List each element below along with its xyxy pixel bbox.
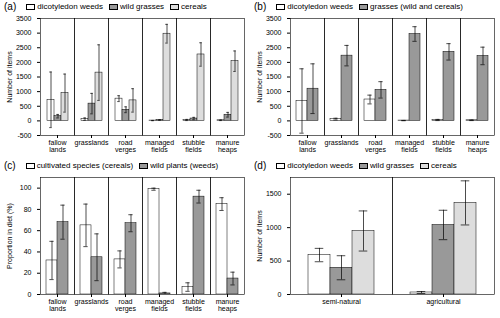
html-text:(c): (c) xyxy=(4,160,16,171)
html-text:cultivated species (cereals): cultivated species (cereals) xyxy=(36,161,134,170)
svg-text:agricultural: agricultural xyxy=(426,298,461,306)
svg-text:grasslands: grasslands xyxy=(75,139,109,147)
svg-text:stubblefields: stubblefields xyxy=(182,139,205,153)
svg-text:Proportion in diet (%): Proportion in diet (%) xyxy=(6,203,14,269)
svg-text:managedfields: managedfields xyxy=(395,139,424,153)
svg-text:-500: -500 xyxy=(267,132,281,139)
svg-text:500: 500 xyxy=(20,102,32,109)
svg-text:2500: 2500 xyxy=(16,44,32,51)
svg-text:2000: 2000 xyxy=(16,59,32,66)
svg-text:fallowlands: fallowlands xyxy=(49,298,68,312)
svg-text:3500: 3500 xyxy=(16,15,32,22)
svg-text:3500: 3500 xyxy=(266,15,282,22)
svg-text:manureheaps: manureheaps xyxy=(216,298,240,313)
svg-text:grasslands: grasslands xyxy=(75,298,109,306)
svg-text:500: 500 xyxy=(270,257,282,264)
svg-text:60: 60 xyxy=(24,227,32,234)
svg-text:1000: 1000 xyxy=(266,224,282,231)
svg-text:Number of items: Number of items xyxy=(256,51,263,103)
html-text:wild plants (weeds): wild plants (weeds) xyxy=(150,161,219,170)
svg-text:Number of items: Number of items xyxy=(256,210,263,262)
html-text:dicotyledon weeds: dicotyledon weeds xyxy=(287,2,354,11)
html-text:dicotyledon weeds: dicotyledon weeds xyxy=(287,161,354,170)
svg-text:1500: 1500 xyxy=(16,73,32,80)
svg-text:2500: 2500 xyxy=(266,44,282,51)
html-text:wild grasses: wild grasses xyxy=(370,161,415,170)
svg-text:0: 0 xyxy=(278,117,282,124)
svg-text:500: 500 xyxy=(270,102,282,109)
svg-text:roadverges: roadverges xyxy=(365,139,387,154)
svg-text:0: 0 xyxy=(278,291,282,298)
svg-text:1000: 1000 xyxy=(266,88,282,95)
svg-text:grasslands: grasslands xyxy=(325,139,359,147)
svg-text:managedfields: managedfields xyxy=(145,298,174,312)
svg-text:semi-natural: semi-natural xyxy=(322,298,361,305)
html-text:(a): (a) xyxy=(4,1,17,12)
svg-text:fallowlands: fallowlands xyxy=(299,139,318,153)
svg-text:stubblefields: stubblefields xyxy=(182,298,205,312)
svg-text:1500: 1500 xyxy=(266,73,282,80)
html-text:dicotyledon weeds: dicotyledon weeds xyxy=(37,2,104,11)
svg-text:managedfields: managedfields xyxy=(145,139,174,153)
svg-text:roadverges: roadverges xyxy=(115,298,137,313)
html-text:(d): (d) xyxy=(254,160,267,171)
svg-text:1000: 1000 xyxy=(16,88,32,95)
svg-text:manureheaps: manureheaps xyxy=(466,139,490,154)
svg-text:fallowlands: fallowlands xyxy=(49,139,68,153)
svg-text:roadverges: roadverges xyxy=(115,139,137,154)
svg-text:100: 100 xyxy=(20,184,32,191)
svg-text:20: 20 xyxy=(24,269,32,276)
svg-text:manureheaps: manureheaps xyxy=(216,139,240,154)
html-text:wild grasses: wild grasses xyxy=(120,2,165,11)
html-text:(b): (b) xyxy=(254,1,267,12)
svg-text:1500: 1500 xyxy=(266,190,282,197)
html-text:cereals: cereals xyxy=(431,161,457,170)
html-text:grasses (wild and cereals): grasses (wild and cereals) xyxy=(370,2,463,11)
svg-text:40: 40 xyxy=(24,248,32,255)
svg-text:0: 0 xyxy=(28,117,32,124)
svg-text:2000: 2000 xyxy=(266,59,282,66)
svg-text:0: 0 xyxy=(28,291,32,298)
svg-text:Number of items: Number of items xyxy=(6,51,13,103)
svg-text:-500: -500 xyxy=(17,132,31,139)
svg-text:80: 80 xyxy=(24,206,32,213)
svg-text:stubblefields: stubblefields xyxy=(432,139,455,153)
html-text:cereals: cereals xyxy=(181,2,207,11)
svg-text:3000: 3000 xyxy=(266,29,282,36)
svg-text:3000: 3000 xyxy=(16,29,32,36)
